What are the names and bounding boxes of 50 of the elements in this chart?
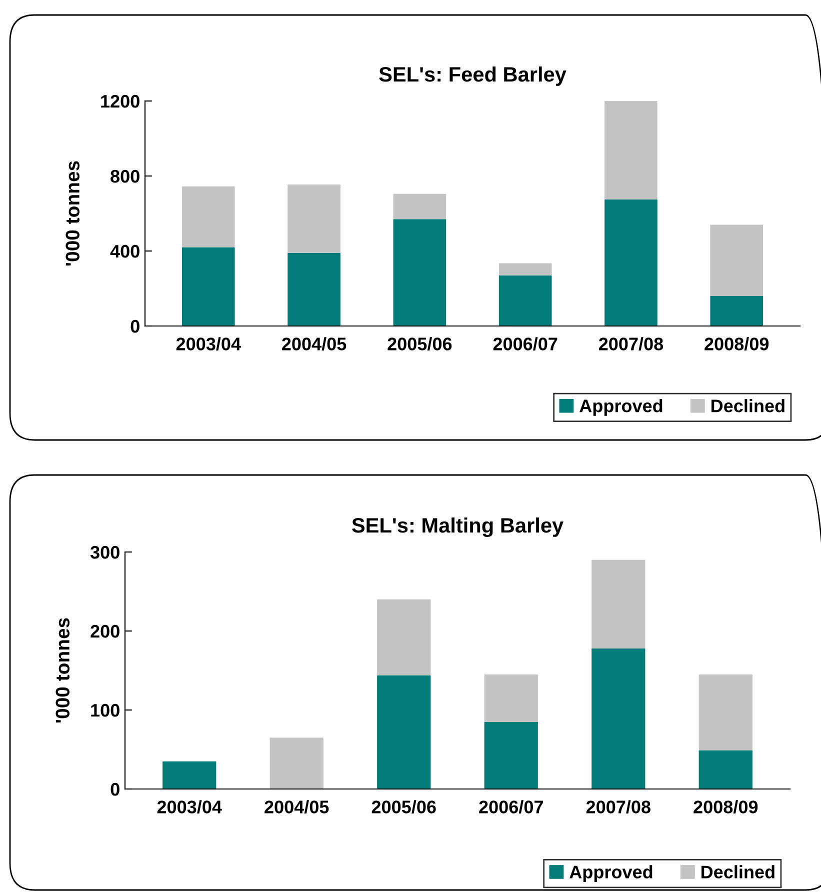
bar	[270, 738, 324, 789]
bar	[182, 186, 235, 248]
legend-label: Declined	[702, 865, 774, 878]
x-tick-label: 2007/08	[586, 800, 650, 814]
x-tick-label: 2005/06	[372, 800, 436, 814]
bar	[162, 761, 216, 789]
y-tick-label: 300	[90, 546, 120, 559]
x-tick-label: 2008/09	[704, 337, 769, 351]
bar	[182, 247, 235, 326]
legend-label: Declined	[712, 399, 784, 412]
x-tick-label: 2006/07	[479, 800, 543, 814]
chart-title: SEL's: Malting Barley	[352, 517, 564, 537]
bar	[393, 219, 446, 326]
bar	[710, 296, 764, 326]
bar	[604, 101, 658, 200]
legend-label: Approved	[580, 399, 662, 416]
bar	[484, 674, 538, 722]
x-tick-label: 2004/05	[264, 800, 329, 814]
bar	[698, 674, 752, 750]
x-tick-label: 2006/07	[493, 337, 558, 351]
bar	[592, 560, 646, 648]
bar	[592, 648, 646, 789]
bar	[698, 750, 752, 789]
legend-label: Approved	[570, 865, 652, 882]
bar	[393, 194, 446, 220]
bar	[604, 199, 658, 326]
x-tick-label: 2005/06	[388, 337, 452, 351]
y-axis-title: '000 tonnes	[66, 161, 80, 266]
x-tick-label: 2007/08	[598, 337, 664, 351]
x-tick-label: 2004/05	[282, 337, 346, 351]
y-axis-title: '000 tonnes	[56, 618, 70, 723]
y-tick-label: 800	[110, 170, 140, 183]
bar	[710, 224, 764, 296]
x-tick-label: 2003/04	[157, 800, 222, 814]
bar	[498, 275, 552, 326]
x-tick-label: 2003/04	[176, 337, 241, 351]
chart-title: SEL's: Feed Barley	[379, 66, 566, 86]
bar	[377, 599, 431, 676]
bar	[484, 722, 538, 789]
x-tick-label: 2008/09	[694, 800, 758, 814]
y-tick-label: 0	[130, 320, 140, 333]
bar	[377, 675, 431, 789]
y-tick-label: 0	[110, 782, 120, 796]
bar	[498, 263, 552, 276]
bar	[288, 184, 340, 253]
y-tick-label: 400	[110, 244, 140, 258]
y-tick-label: 100	[91, 704, 120, 717]
y-tick-label: 1200	[101, 94, 140, 108]
bar	[288, 252, 340, 326]
y-tick-label: 200	[90, 624, 120, 638]
